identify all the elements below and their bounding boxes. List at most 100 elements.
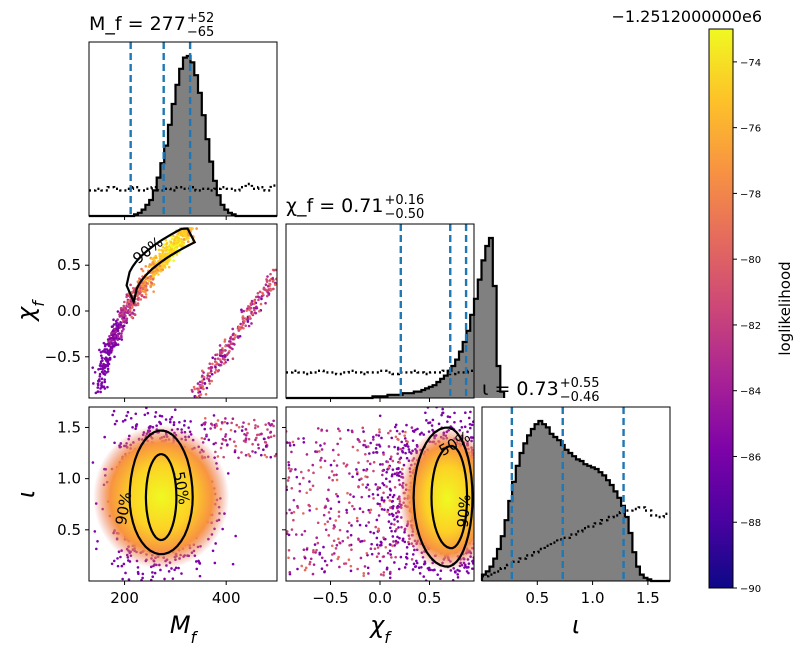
colorbar-tick-label: −76 (740, 124, 761, 135)
scatter-point (416, 427, 419, 431)
scatter-point (227, 344, 230, 348)
histogram-fill (286, 238, 505, 398)
scatter-point (188, 399, 191, 402)
scatter-point (213, 371, 217, 374)
scatter-point (397, 478, 401, 482)
scatter-point (214, 422, 218, 426)
scatter-point (303, 556, 307, 560)
scatter-point (247, 324, 251, 328)
scatter-point (290, 528, 294, 531)
scatter-point (358, 523, 362, 527)
contour-90 (125, 227, 197, 306)
scatter-point (149, 578, 153, 581)
scatter-point (161, 266, 165, 269)
scatter-point (244, 324, 247, 327)
scatter-point (363, 439, 366, 443)
scatter-point (458, 569, 461, 573)
scatter-point (403, 434, 406, 437)
scatter-point (382, 483, 386, 487)
scatter-point (96, 540, 99, 543)
scatter-point (382, 536, 385, 539)
scatter-point (325, 429, 329, 432)
scatter-point (100, 400, 103, 403)
scatter-point (387, 520, 391, 523)
histogram-chif (286, 224, 506, 400)
scatter-point (153, 571, 157, 575)
scatter-point (112, 345, 116, 348)
scatter-point (267, 288, 270, 292)
scatter-point (391, 495, 395, 499)
contour-90 (412, 426, 474, 568)
scatter-point (112, 318, 115, 322)
scatter-point (111, 325, 115, 328)
colorbar-label: loglikelihood (776, 261, 794, 355)
scatter-point (120, 334, 123, 338)
scatter-point (446, 420, 449, 423)
scatter-point (122, 562, 126, 566)
scatter-point (240, 310, 244, 314)
scatter-point (336, 442, 339, 446)
scatter-point (344, 562, 348, 565)
scatter-point (134, 303, 137, 307)
scatter-point (386, 510, 389, 514)
scatter-point (430, 424, 434, 427)
scatter-point (418, 572, 422, 575)
scatter-point (357, 461, 360, 464)
scatter-point (356, 519, 359, 523)
scatter-point (224, 344, 227, 348)
scatter-point (99, 350, 103, 354)
scatter-point (146, 276, 150, 280)
scatter-point (214, 542, 217, 545)
scatter-point (178, 420, 181, 424)
scatter-point (388, 543, 392, 546)
scatter-point (376, 546, 380, 549)
scatter-point (248, 315, 251, 318)
scatter-point (186, 240, 190, 243)
scatter-point (152, 259, 156, 262)
scatter-point (286, 441, 289, 444)
scatter-point (211, 362, 214, 366)
scatter-point (207, 366, 211, 370)
scatter-point (151, 270, 155, 274)
y-tick-label: 0.5 (57, 256, 81, 274)
scatter-point (346, 536, 350, 539)
scatter-point (308, 480, 311, 483)
scatter-point (221, 354, 224, 358)
scatter-point (308, 504, 312, 508)
scatter-point (393, 486, 397, 489)
scatter-point (384, 537, 387, 541)
scatter-point (107, 353, 111, 356)
scatter-point (424, 411, 427, 415)
scatter-point (121, 577, 124, 581)
scatter-point (348, 544, 351, 547)
scatter-point (161, 246, 165, 249)
scatter-point (91, 366, 95, 369)
scatter-point (319, 465, 323, 469)
scatter-point (216, 419, 220, 422)
scatter-point (300, 564, 304, 568)
scatter-point (201, 381, 204, 384)
scatter-point (253, 299, 257, 303)
scatter-point (158, 414, 162, 418)
scatter-point (334, 492, 338, 496)
scatter-point (210, 366, 214, 369)
scatter-point (303, 568, 307, 572)
scatter-point (120, 338, 124, 341)
scatter-point (320, 448, 324, 451)
contour-label: 50% (170, 470, 194, 506)
scatter-point (195, 567, 199, 571)
scatter-point (214, 368, 218, 372)
scatter-point (174, 235, 177, 239)
scatter-point (222, 455, 225, 459)
scatter-point (158, 257, 162, 260)
scatter-point (320, 556, 324, 560)
scatter-point (372, 438, 375, 441)
scatter-point (270, 423, 274, 426)
scatter-point (323, 442, 326, 445)
scatter-point (255, 305, 258, 309)
scatter-point (396, 452, 400, 455)
scatter-point (469, 426, 472, 430)
scatter-point (93, 371, 97, 374)
scatter-point (380, 498, 384, 502)
scatter-point (269, 455, 273, 459)
